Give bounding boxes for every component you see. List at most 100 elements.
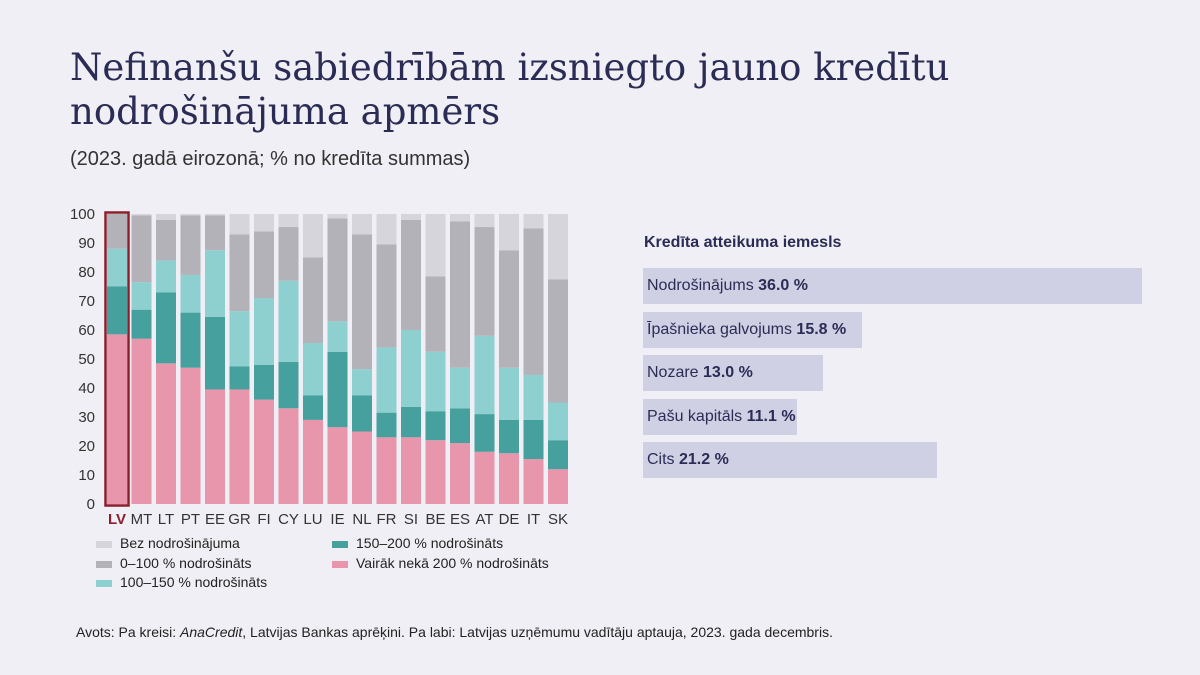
bar-segment	[107, 214, 127, 249]
x-tick-label: LU	[303, 511, 322, 528]
refusal-bar-label: Nodrošinājums 36.0 %	[647, 277, 808, 294]
x-tick-label: MT	[131, 511, 153, 528]
bar-segment	[474, 414, 495, 452]
bar-segment	[499, 453, 519, 504]
bar-segment	[450, 221, 470, 368]
y-tick-label: 10	[78, 467, 95, 484]
bar-segment	[131, 214, 152, 216]
x-tick-label: SK	[548, 511, 568, 528]
bar-segment	[180, 214, 201, 216]
bar-segment	[401, 214, 421, 220]
bar-segment	[156, 214, 176, 220]
x-tick-label: CY	[278, 511, 299, 528]
chart-title: Nefinanšu sabiedrībām izsniegto jauno kr…	[70, 46, 950, 133]
bar-segment	[548, 402, 568, 441]
bar-segment	[303, 343, 323, 396]
bar-segment	[303, 257, 323, 344]
bar-segment	[425, 411, 446, 441]
legend-swatch	[332, 560, 348, 568]
y-tick-label: 50	[78, 351, 95, 368]
bar-segment	[474, 335, 495, 415]
bar-segment	[205, 214, 225, 216]
bar-segment	[376, 412, 397, 438]
bar-segment	[107, 334, 127, 504]
y-tick-label: 0	[87, 496, 95, 513]
legend-item: 0–100 % nodrošināts	[96, 555, 252, 571]
bar-segment	[278, 280, 299, 362]
bar-segment	[425, 351, 446, 412]
bar-segment	[327, 214, 348, 219]
bar-segment	[278, 361, 299, 409]
x-tick-label: SI	[404, 511, 418, 528]
legend-item: Bez nodrošinājuma	[96, 535, 240, 551]
x-tick-label: ES	[450, 511, 470, 528]
x-tick-label: PT	[181, 511, 200, 528]
legend-swatch	[96, 579, 112, 587]
bar-segment	[205, 250, 225, 317]
bar-segment	[352, 369, 372, 396]
bar-segment	[180, 215, 201, 275]
bar-segment	[131, 282, 152, 310]
bar-segment	[254, 231, 274, 299]
x-tick-label: FI	[257, 511, 270, 528]
highlight-frame	[104, 211, 130, 507]
bar-segment	[352, 431, 372, 504]
y-tick-label: 20	[78, 438, 95, 455]
bar-segment	[499, 367, 519, 420]
bar-segment	[205, 389, 225, 504]
bar-segment	[180, 312, 201, 368]
chart-subtitle: (2023. gadā eirozonā; % no kredīta summa…	[70, 148, 471, 170]
bar-segment	[401, 330, 421, 407]
x-tick-label: GR	[228, 511, 251, 528]
bar-segment	[425, 276, 446, 352]
bar-segment	[425, 214, 446, 277]
bar-segment	[548, 440, 568, 470]
bar-segment	[180, 367, 201, 504]
bar-segment	[229, 389, 250, 504]
bar-segment	[229, 311, 250, 367]
bar-segment	[499, 419, 519, 454]
bar-segment	[450, 443, 470, 504]
x-tick-label: BE	[425, 511, 445, 528]
refusal-bar	[643, 311, 862, 348]
refusal-bar	[643, 442, 937, 478]
bar-segment	[156, 260, 176, 293]
legend-label: 0–100 % nodrošināts	[120, 555, 252, 571]
bar-segment	[401, 219, 421, 330]
bar-segment	[278, 227, 299, 281]
bar-segment	[499, 250, 519, 368]
legend-swatch	[96, 560, 112, 568]
bar-segment	[254, 364, 274, 400]
bar-segment	[523, 459, 544, 504]
x-tick-label: LV	[108, 511, 126, 528]
x-tick-label: LT	[158, 511, 174, 528]
x-tick-label: EE	[205, 511, 225, 528]
x-tick-label: NL	[352, 511, 371, 528]
y-tick-label: 60	[78, 322, 95, 339]
bar-segment	[425, 440, 446, 504]
bar-segment	[376, 214, 397, 245]
y-tick-label: 70	[78, 293, 95, 310]
x-tick-label: AT	[475, 511, 493, 528]
bar-segment	[376, 347, 397, 413]
bar-segment	[254, 399, 274, 504]
legend-swatch	[332, 540, 348, 548]
bar-segment	[254, 298, 274, 365]
bar-segment	[278, 408, 299, 504]
legend-label: 150–200 % nodrošināts	[356, 535, 504, 551]
bar-segment	[401, 406, 421, 438]
legend-label: 100–150 % nodrošināts	[120, 574, 268, 590]
bar-segment	[548, 469, 568, 504]
bar-segment	[229, 366, 250, 390]
bar-segment	[278, 214, 299, 228]
bar-segment	[180, 274, 201, 313]
bar-segment	[327, 427, 348, 504]
legend-label: Bez nodrošinājuma	[120, 535, 240, 551]
refusal-bar	[643, 355, 824, 391]
bar-segment	[474, 451, 495, 504]
x-tick-label: IT	[527, 511, 540, 528]
y-tick-label: 100	[70, 206, 95, 223]
bar-segment	[523, 228, 544, 375]
bar-segment	[156, 363, 176, 504]
legend-item: Vairāk nekā 200 % nodrošināts	[332, 555, 549, 571]
